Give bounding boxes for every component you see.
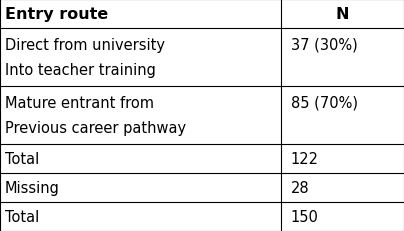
Text: 28: 28 (291, 180, 309, 195)
Text: Missing: Missing (5, 180, 60, 195)
Text: 85 (70%): 85 (70%) (291, 95, 358, 110)
Text: Mature entrant from: Mature entrant from (5, 95, 154, 110)
Text: N: N (336, 7, 349, 22)
Text: 122: 122 (291, 151, 319, 166)
Text: Into teacher training: Into teacher training (5, 63, 156, 78)
Text: Entry route: Entry route (5, 7, 108, 22)
Text: Direct from university: Direct from university (5, 38, 165, 52)
Text: Total: Total (5, 151, 39, 166)
Text: Previous career pathway: Previous career pathway (5, 121, 186, 136)
Text: Total: Total (5, 209, 39, 224)
Text: 150: 150 (291, 209, 319, 224)
Text: 37 (30%): 37 (30%) (291, 38, 358, 52)
